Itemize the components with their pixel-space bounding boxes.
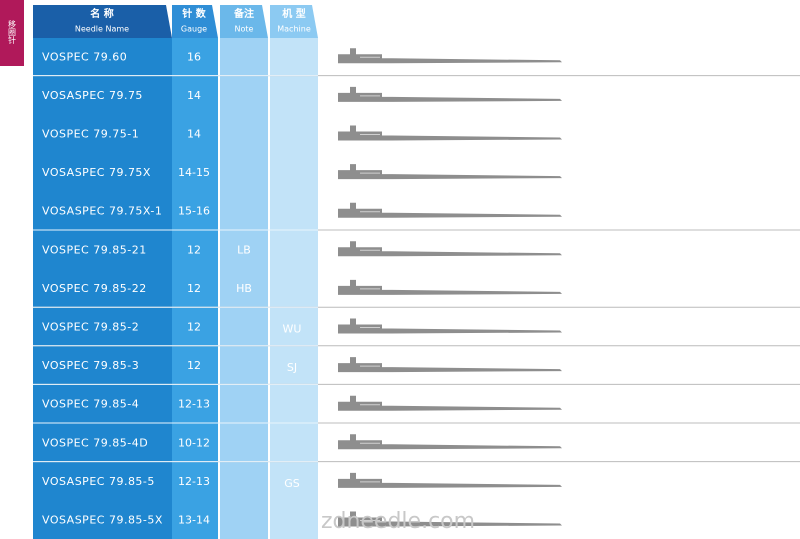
header-text: Machine (277, 25, 311, 34)
gauge: 12-13 (178, 475, 210, 488)
needle-image (338, 48, 562, 64)
needle-image (338, 511, 562, 527)
header-name (33, 5, 172, 38)
needle-image (338, 86, 562, 102)
gauge: 15-16 (178, 205, 210, 218)
header-text: Gauge (181, 25, 207, 34)
needle-name: VOSPEC 79.85-22 (42, 282, 147, 295)
gauge: 12 (187, 243, 201, 256)
needle-image (338, 318, 562, 334)
gauge-column (172, 38, 218, 539)
needle-name: VOSASPEC 79.85-5 (42, 475, 155, 488)
name-column (33, 38, 172, 539)
header-text: Needle Name (75, 25, 129, 34)
needle-image (338, 472, 562, 488)
needle-image (338, 357, 562, 373)
machine: SJ (287, 361, 297, 374)
needle-name: VOSPEC 79.85-21 (42, 243, 147, 256)
needle-name: VOSPEC 79.85-2 (42, 321, 139, 334)
needle-image (338, 395, 562, 411)
needle-image (338, 125, 562, 141)
needle-name: VOSASPEC 79.75X-1 (42, 205, 162, 218)
note: HB (236, 282, 252, 295)
header-text: 备注 (233, 7, 254, 20)
needle-image (338, 434, 562, 450)
side-tab (0, 0, 24, 66)
header-text: 针 数 (182, 7, 206, 20)
machine-column (270, 38, 318, 539)
needle-name: VOSPEC 79.85-4D (42, 436, 148, 449)
needle-name: VOSASPEC 79.75 (42, 89, 143, 102)
gauge: 14 (187, 89, 201, 102)
note-column (220, 38, 268, 539)
needle-name: VOSPEC 79.60 (42, 50, 127, 63)
gauge: 16 (187, 50, 201, 63)
needle-name: VOSPEC 79.75-1 (42, 128, 139, 141)
needle-name: VOSPEC 79.85-3 (42, 359, 139, 372)
header-gauge (172, 5, 218, 38)
gauge: 10-12 (178, 436, 210, 449)
needle-image (338, 241, 562, 257)
watermark: zdneedle.com (321, 509, 475, 534)
machine: GS (284, 477, 300, 490)
gauge: 12 (187, 359, 201, 372)
needle-image (338, 279, 562, 295)
gauge: 12-13 (178, 398, 210, 411)
gauge: 13-14 (178, 514, 210, 527)
header-note (220, 5, 268, 38)
gauge: 14-15 (178, 166, 210, 179)
header-text: 机 型 (282, 7, 305, 20)
gauge: 14 (187, 128, 201, 141)
gauge: 12 (187, 282, 201, 295)
needle-name: VOSASPEC 79.75X (42, 166, 151, 179)
note: LB (237, 243, 251, 256)
header-machine (270, 5, 318, 38)
machine: WU (283, 323, 302, 336)
header-text: 名 称 (90, 7, 113, 20)
needle-name: VOSPEC 79.85-4 (42, 398, 139, 411)
gauge: 12 (187, 321, 201, 334)
side-tab-label: 移圈针 (8, 19, 17, 45)
header-text: Note (235, 25, 254, 34)
needle-image (338, 202, 562, 218)
needle-image (338, 164, 562, 180)
needle-name: VOSASPEC 79.85-5X (42, 514, 163, 527)
